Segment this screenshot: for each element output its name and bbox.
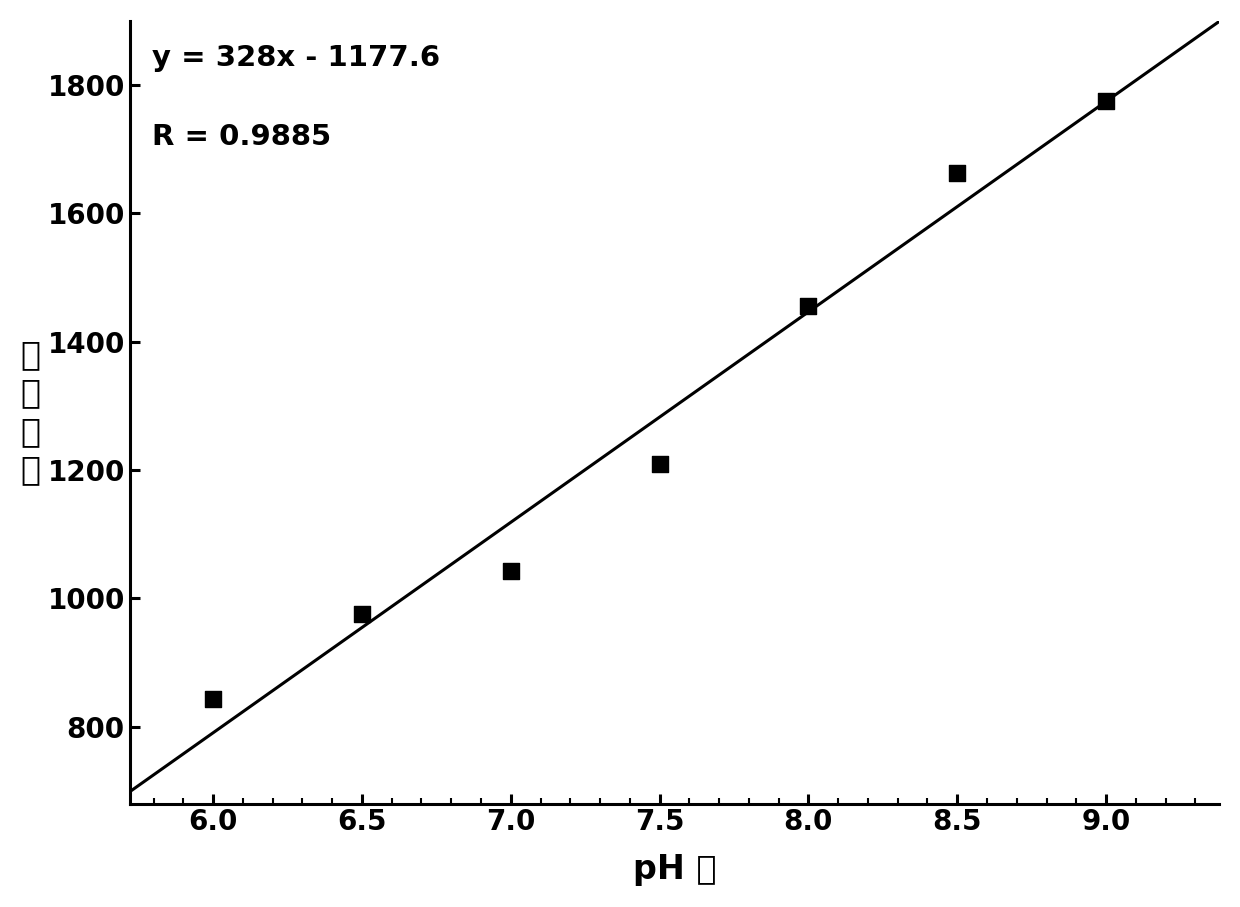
- Point: [501, 564, 521, 579]
- Point: [799, 299, 818, 314]
- Point: [947, 166, 967, 180]
- Point: [203, 692, 223, 707]
- Y-axis label: 荧
光
强
度: 荧 光 强 度: [21, 338, 41, 486]
- Text: R = 0.9885: R = 0.9885: [151, 122, 331, 151]
- Point: [352, 607, 372, 621]
- Point: [650, 456, 670, 471]
- Text: y = 328x - 1177.6: y = 328x - 1177.6: [151, 44, 440, 73]
- Point: [1096, 93, 1116, 108]
- X-axis label: pH 値: pH 値: [632, 853, 717, 886]
